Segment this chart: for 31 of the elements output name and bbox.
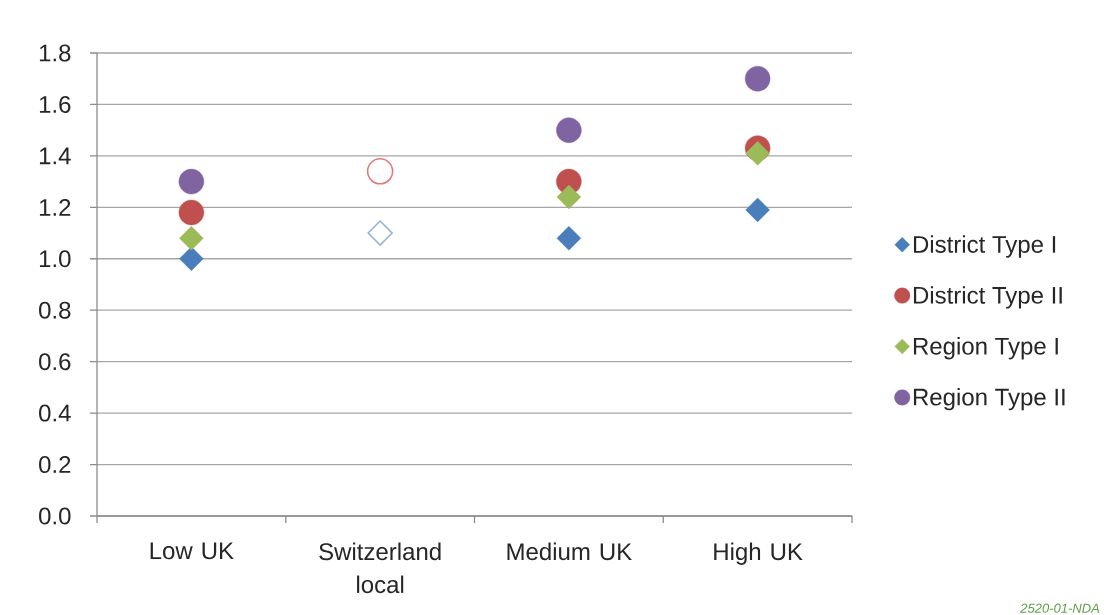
text: 2520-01-NDA	[1020, 603, 1100, 613]
point	[179, 225, 204, 251]
point	[556, 225, 582, 251]
y-tick-label: 0.6	[39, 353, 71, 371]
legend-label: Region Type II	[913, 387, 1065, 411]
point	[367, 220, 393, 246]
y-tick-label: 1.4	[39, 147, 71, 165]
y-tick-label: 1.0	[39, 250, 71, 268]
point	[745, 141, 770, 166]
point	[179, 246, 204, 271]
y-tick-label: 0.0	[39, 507, 71, 525]
point	[745, 197, 770, 223]
point	[556, 184, 582, 210]
x-tick-label: Medium UK	[507, 542, 632, 561]
legend-label: District Type II	[913, 286, 1062, 309]
legend-label: Region Type I	[913, 337, 1058, 360]
y-tick-label: 0.8	[39, 301, 71, 319]
y-tick-label: 0.2	[39, 456, 71, 474]
y-tick-label: 0.4	[39, 404, 71, 422]
point	[178, 199, 205, 226]
y-tick-label: 1.2	[39, 198, 71, 216]
x-tick-label: High UK	[714, 542, 803, 565]
y-tick-label: 1.8	[39, 44, 71, 62]
point	[744, 66, 771, 92]
x-tick-label: Low UK	[150, 542, 234, 560]
y-tick-label: 1.6	[39, 95, 71, 113]
point	[366, 158, 394, 185]
legend-label: District Type I	[913, 235, 1056, 258]
point	[178, 168, 205, 195]
point	[556, 117, 582, 143]
x-tick-label: Switzerland local	[319, 542, 441, 594]
